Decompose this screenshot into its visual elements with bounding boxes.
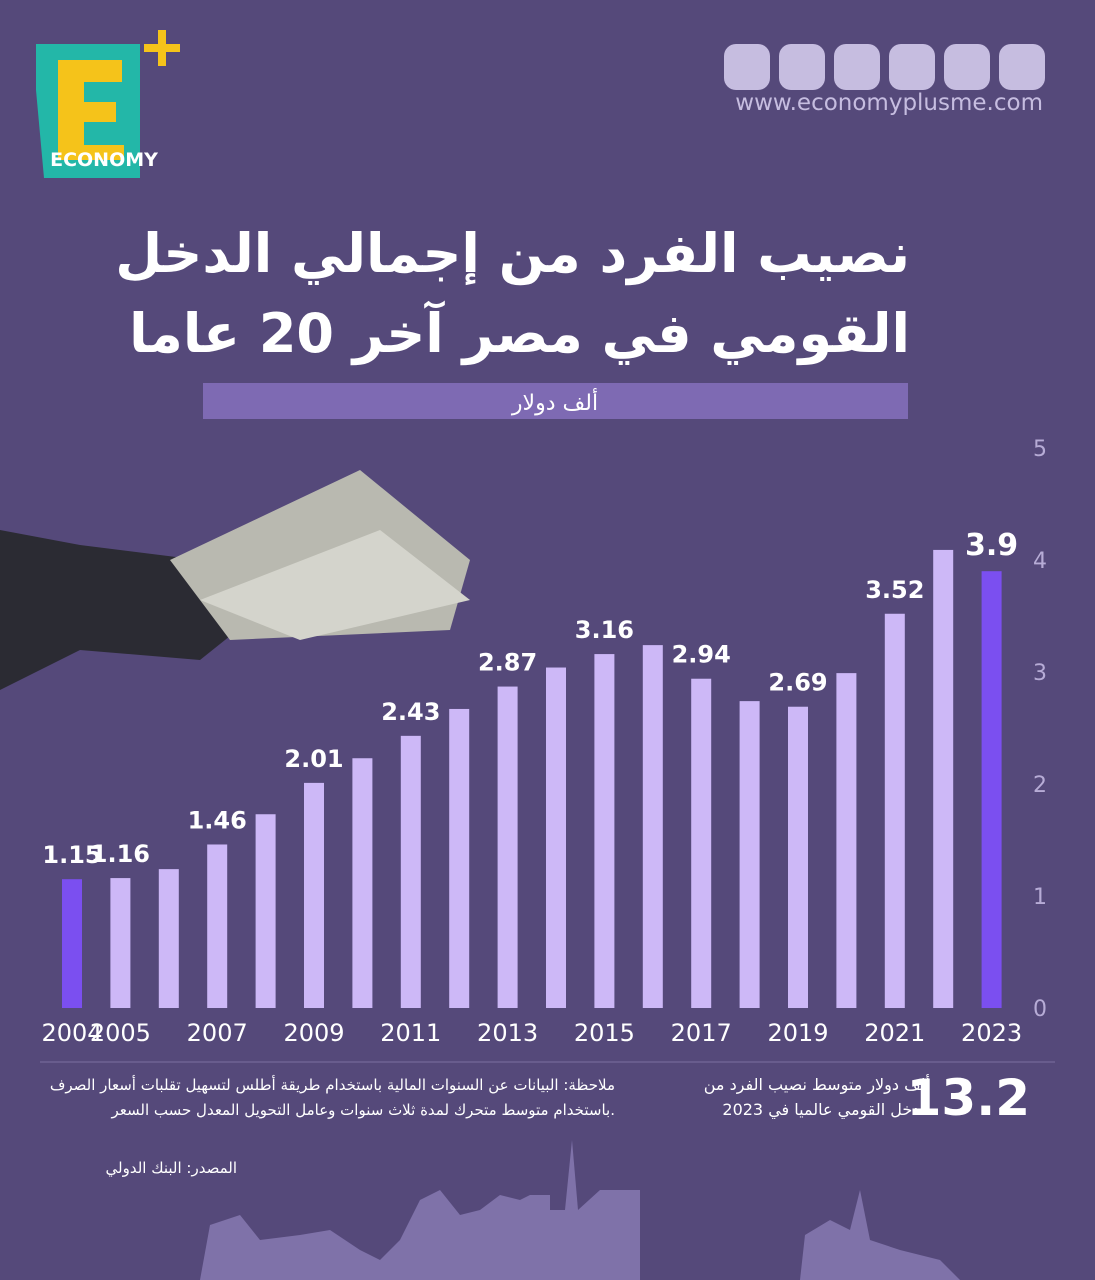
y-tick-label: 5	[1033, 437, 1047, 462]
bar	[304, 782, 324, 1008]
value-label: 3.9	[965, 528, 1018, 563]
x-tick-label: 2004	[41, 1019, 102, 1047]
logo-text: ECONOMY	[50, 149, 158, 171]
bar	[449, 708, 470, 1008]
bar	[546, 667, 566, 1008]
value-label: 2.43	[381, 698, 440, 726]
bar	[62, 879, 82, 1008]
chart-title: القومي في مصر آخر 20 عاما	[129, 300, 910, 365]
bar	[255, 814, 276, 1008]
chart-title: نصيب الفرد من إجمالي الدخل	[115, 222, 910, 285]
x-tick-label: 2013	[477, 1019, 538, 1047]
money-illustration	[0, 470, 470, 690]
skyline	[200, 1140, 640, 1280]
y-tick-label: 4	[1033, 549, 1047, 574]
bar	[158, 869, 179, 1008]
bar	[981, 571, 1002, 1008]
subtitle-band	[203, 383, 908, 419]
bar	[739, 701, 760, 1008]
y-tick-label: 2	[1033, 773, 1047, 798]
bar	[352, 758, 373, 1008]
bar	[788, 706, 808, 1008]
stat-text: الدخل القومي عالميا في 2023	[722, 1100, 930, 1120]
note: ملاحظة: البيانات عن السنوات المالية باست…	[50, 1075, 615, 1094]
value-label: 3.16	[575, 616, 634, 644]
x-tick-label: 2007	[187, 1019, 248, 1047]
x-tick-label: 2005	[90, 1019, 151, 1047]
value-label: 2.01	[284, 745, 343, 773]
bar	[110, 878, 131, 1008]
bar	[836, 673, 857, 1008]
value-label: 3.52	[865, 576, 924, 604]
x-tick-label: 2015	[574, 1019, 635, 1047]
skyline	[800, 1190, 960, 1280]
bar	[207, 844, 228, 1008]
chart: 0 1 2 3 4 5 2004 1.15 2005 1.16 2007 1.46 2009 2.01 20…	[41, 437, 1047, 1047]
y-tick-label: 0	[1033, 997, 1047, 1022]
value-label: 1.16	[91, 840, 150, 868]
y-tick-label: 3	[1033, 661, 1047, 686]
social-icons	[724, 44, 1045, 90]
value-label: 2.94	[672, 641, 731, 669]
value-label: 1.15	[42, 841, 101, 869]
website: www.economyplusme.com	[735, 90, 1043, 116]
bar	[933, 549, 954, 1008]
x-tick-label: 2009	[283, 1019, 344, 1047]
bar	[594, 654, 615, 1008]
stat-text: ألف دولار متوسط نصيب الفرد من	[704, 1074, 930, 1095]
x-tick-label: 2019	[767, 1019, 828, 1047]
x-tick-label: 2011	[380, 1019, 441, 1047]
x-tick-label: 2021	[864, 1019, 925, 1047]
value-label: 2.87	[478, 649, 537, 677]
value-label: 2.69	[768, 669, 827, 697]
logo: ECONOMY	[36, 30, 180, 178]
bar	[642, 645, 663, 1008]
stat-value: 13.2	[907, 1069, 1030, 1127]
bar	[497, 686, 518, 1008]
bar	[691, 678, 712, 1008]
value-label: 1.46	[188, 806, 247, 834]
subtitle: ألف دولار	[511, 388, 598, 416]
x-tick-label: 2017	[671, 1019, 732, 1047]
source: المصدر: البنك الدولي	[106, 1159, 237, 1178]
y-tick-label: 1	[1033, 885, 1047, 910]
bar	[400, 735, 421, 1008]
note: باستخدام متوسط متحرك لمدة ثلاث سنوات وعا…	[111, 1101, 616, 1119]
x-tick-label: 2023	[961, 1019, 1022, 1047]
bar	[884, 613, 905, 1008]
